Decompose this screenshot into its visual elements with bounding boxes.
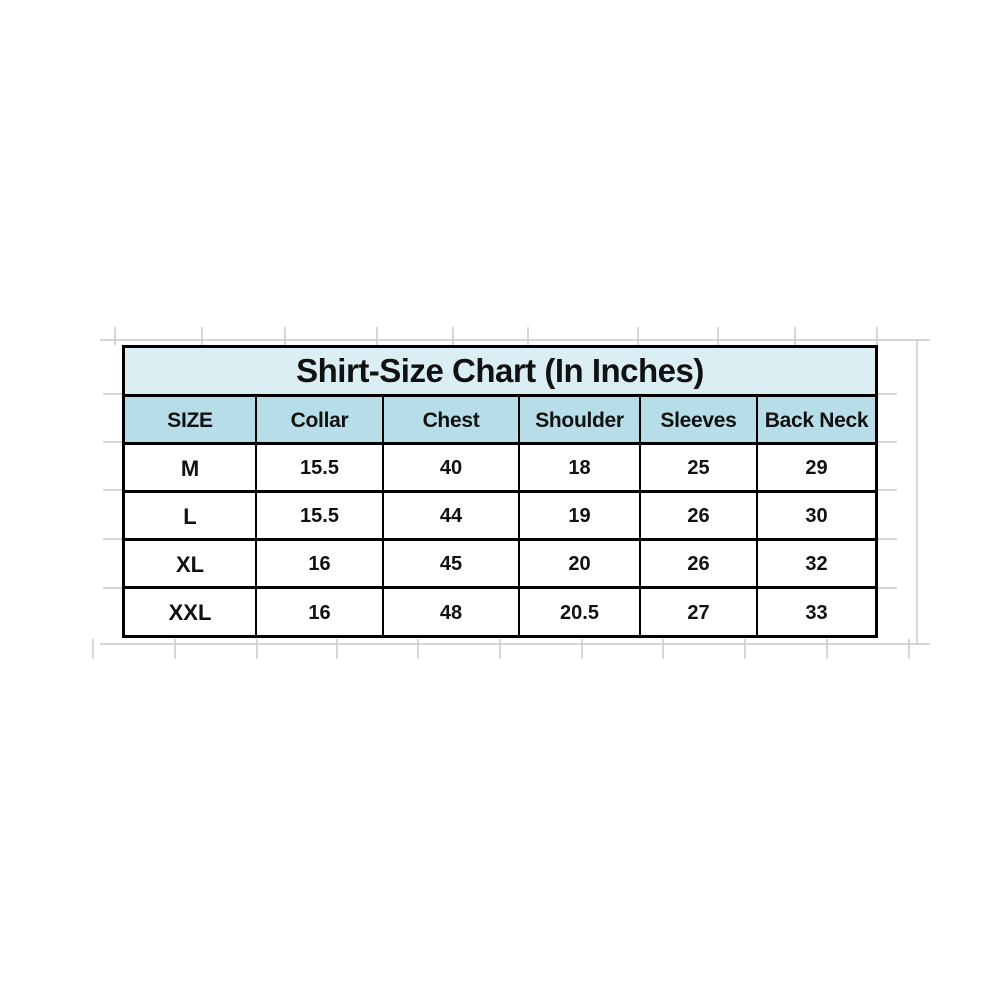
cell-sleeves: 26	[641, 493, 758, 538]
cell-back-neck: 32	[758, 541, 875, 586]
cell-shoulder: 20	[520, 541, 641, 586]
cell-back-neck: 33	[758, 589, 875, 635]
size-chart-table: Shirt-Size Chart (In Inches) SIZE Collar…	[122, 345, 878, 638]
cell-chest: 40	[384, 445, 520, 490]
table-row-l: L 15.5 44 19 26 30	[125, 493, 875, 541]
header-cell-back-neck: Back Neck	[758, 397, 875, 442]
table-row-m: M 15.5 40 18 25 29	[125, 445, 875, 493]
cell-collar: 15.5	[257, 445, 384, 490]
header-cell-collar: Collar	[257, 397, 384, 442]
cell-back-neck: 30	[758, 493, 875, 538]
cell-chest: 48	[384, 589, 520, 635]
table-title: Shirt-Size Chart (In Inches)	[125, 348, 875, 397]
cell-size-label: L	[125, 493, 257, 538]
header-cell-shoulder: Shoulder	[520, 397, 641, 442]
table-row-xl: XL 16 45 20 26 32	[125, 541, 875, 589]
header-cell-size: SIZE	[125, 397, 257, 442]
cell-chest: 45	[384, 541, 520, 586]
cell-shoulder: 20.5	[520, 589, 641, 635]
cell-sleeves: 26	[641, 541, 758, 586]
cell-back-neck: 29	[758, 445, 875, 490]
cell-shoulder: 19	[520, 493, 641, 538]
cell-shoulder: 18	[520, 445, 641, 490]
header-cell-chest: Chest	[384, 397, 520, 442]
cell-chest: 44	[384, 493, 520, 538]
cell-size-label: XXL	[125, 589, 257, 635]
table-header-row: SIZE Collar Chest Shoulder Sleeves Back …	[125, 397, 875, 445]
cell-size-label: M	[125, 445, 257, 490]
cell-collar: 16	[257, 589, 384, 635]
header-cell-sleeves: Sleeves	[641, 397, 758, 442]
cell-sleeves: 27	[641, 589, 758, 635]
table-row-xxl: XXL 16 48 20.5 27 33	[125, 589, 875, 635]
cell-size-label: XL	[125, 541, 257, 586]
cell-sleeves: 25	[641, 445, 758, 490]
cell-collar: 15.5	[257, 493, 384, 538]
cell-collar: 16	[257, 541, 384, 586]
